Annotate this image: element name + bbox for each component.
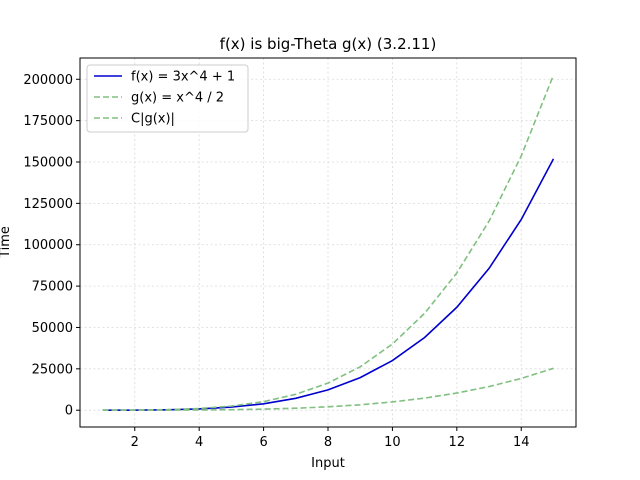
x-axis: 2 4 6 8 10 12 14: [131, 427, 530, 450]
series-line-1: [102, 367, 554, 412]
y-axis: 0 25000 50000 75000 100000 125000 150000 175000…: [23, 73, 80, 419]
x-tick-label: 6: [259, 435, 267, 450]
chart-title: f(x) is big-Theta g(x) (3.2.11): [220, 35, 437, 53]
y-tick-label: 125000: [23, 197, 73, 212]
legend: f(x) = 3x^4 + 1 g(x) = x^4 / 2 C|g(x)|: [86, 64, 249, 133]
y-axis-label: Time: [0, 226, 13, 259]
y-tick-label: 25000: [32, 362, 73, 377]
x-tick-label: 14: [513, 435, 530, 450]
legend-entry: f(x) = 3x^4 + 1: [131, 70, 235, 85]
x-tick-label: 8: [324, 435, 332, 450]
y-tick-label: 100000: [23, 238, 73, 253]
series-line-2: [102, 74, 555, 412]
x-tick-label: 10: [384, 435, 401, 450]
legend-entry: C|g(x)|: [131, 112, 175, 127]
y-tick-label: 75000: [32, 280, 73, 295]
x-tick-label: 12: [449, 435, 466, 450]
series-lines: [102, 74, 555, 412]
y-tick-label: 0: [65, 404, 73, 419]
legend-entry: g(x) = x^4 / 2: [131, 91, 224, 106]
x-axis-label: Input: [311, 456, 345, 471]
y-tick-label: 200000: [23, 73, 73, 88]
y-tick-label: 175000: [23, 114, 73, 129]
y-tick-label: 50000: [32, 321, 73, 336]
x-tick-label: 2: [131, 435, 139, 450]
y-tick-label: 150000: [23, 155, 73, 170]
x-tick-label: 4: [195, 435, 203, 450]
legend-box: [86, 64, 249, 133]
